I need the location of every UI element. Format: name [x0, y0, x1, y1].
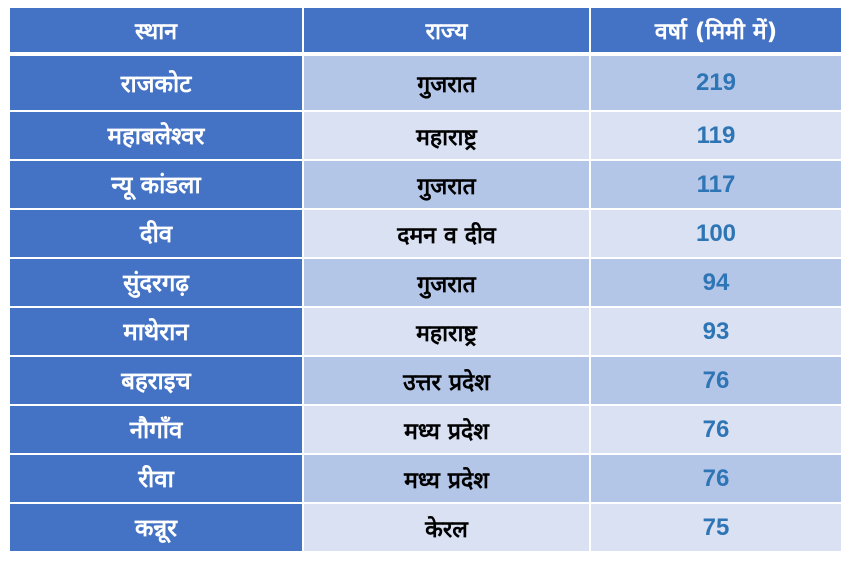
table-row: माथेरान महाराष्ट्र 93	[10, 308, 841, 357]
state-cell: गुजरात	[304, 259, 591, 308]
table-row: रीवा मध्य प्रदेश 76	[10, 455, 841, 504]
place-cell: कन्नूर	[10, 504, 304, 553]
rainfall-cell: 76	[591, 357, 841, 406]
rainfall-cell: 100	[591, 210, 841, 259]
table-row: बहराइच उत्तर प्रदेश 76	[10, 357, 841, 406]
rainfall-cell: 94	[591, 259, 841, 308]
rainfall-table: स्थान राज्य वर्षा (मिमी में) राजकोट गुजर…	[10, 8, 841, 553]
place-cell: महाबलेश्वर	[10, 112, 304, 161]
place-cell: दीव	[10, 210, 304, 259]
rainfall-cell: 117	[591, 161, 841, 210]
state-cell: गुजरात	[304, 161, 591, 210]
place-cell: रीवा	[10, 455, 304, 504]
place-cell: न्यू कांडला	[10, 161, 304, 210]
state-cell: महाराष्ट्र	[304, 112, 591, 161]
table-row: कन्नूर केरल 75	[10, 504, 841, 553]
rainfall-cell: 93	[591, 308, 841, 357]
place-cell: सुंदरगढ़	[10, 259, 304, 308]
table-header-row: स्थान राज्य वर्षा (मिमी में)	[10, 8, 841, 56]
header-place: स्थान	[10, 8, 304, 56]
state-cell: मध्य प्रदेश	[304, 406, 591, 455]
table-row: दीव दमन व दीव 100	[10, 210, 841, 259]
table-row: राजकोट गुजरात 219	[10, 56, 841, 112]
rainfall-cell: 119	[591, 112, 841, 161]
rainfall-cell: 76	[591, 406, 841, 455]
header-rainfall: वर्षा (मिमी में)	[591, 8, 841, 56]
state-cell: उत्तर प्रदेश	[304, 357, 591, 406]
place-cell: नौगाँव	[10, 406, 304, 455]
state-cell: दमन व दीव	[304, 210, 591, 259]
state-cell: महाराष्ट्र	[304, 308, 591, 357]
place-cell: राजकोट	[10, 56, 304, 112]
rainfall-cell: 76	[591, 455, 841, 504]
table-row: सुंदरगढ़ गुजरात 94	[10, 259, 841, 308]
table-row: न्यू कांडला गुजरात 117	[10, 161, 841, 210]
rainfall-cell: 219	[591, 56, 841, 112]
state-cell: गुजरात	[304, 56, 591, 112]
place-cell: बहराइच	[10, 357, 304, 406]
rainfall-cell: 75	[591, 504, 841, 553]
table-row: नौगाँव मध्य प्रदेश 76	[10, 406, 841, 455]
rainfall-table-container: स्थान राज्य वर्षा (मिमी में) राजकोट गुजर…	[10, 8, 841, 553]
table-row: महाबलेश्वर महाराष्ट्र 119	[10, 112, 841, 161]
state-cell: मध्य प्रदेश	[304, 455, 591, 504]
place-cell: माथेरान	[10, 308, 304, 357]
state-cell: केरल	[304, 504, 591, 553]
header-state: राज्य	[304, 8, 591, 56]
